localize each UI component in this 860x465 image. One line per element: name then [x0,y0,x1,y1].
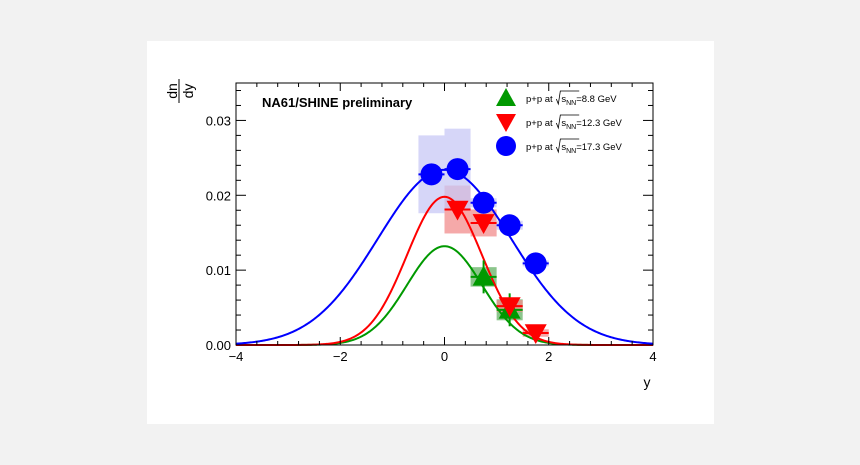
data-point [446,158,469,181]
data-point [524,252,547,275]
y-tick-label: 0.02 [206,188,231,203]
data-point [472,214,495,234]
y-axis-label-numerator: dn [164,83,180,99]
data-point [472,191,495,214]
fit-curve [236,245,653,346]
data-point [420,163,443,186]
legend-entry: p+p at sNN=17.3 GeV [496,136,623,156]
data-point [446,200,469,221]
legend-marker [496,136,516,156]
data-points [418,158,549,345]
x-tick-label: 4 [649,349,656,364]
y-tick-label: 0.00 [206,338,231,353]
chart: −4 −2 0 2 4 0.00 0.01 0.02 0.03 NA61/SHINE preli… [164,79,657,390]
legend-entry: p+p at sNN=12.3 GeV [496,114,623,132]
data-point [498,297,521,318]
x-tick-label: 0 [441,349,448,364]
fit-curves [235,168,654,346]
plot-area: −4 −2 0 2 4 0.00 0.01 0.02 0.03 [206,82,657,364]
legend-entry: p+p at sNN=8.8 GeV [496,88,617,107]
axis-ticks: −4 −2 0 2 4 0.00 0.01 0.02 0.03 [206,83,657,364]
y-tick-label: 0.01 [206,263,231,278]
y-axis-label-denominator: dy [180,84,196,99]
legend-label: p+p at sNN=17.3 GeV [526,142,623,155]
sqrt-symbol [555,90,580,106]
data-point [472,265,495,286]
y-tick-label: 0.03 [206,113,231,128]
x-tick-label: −2 [333,349,348,364]
legend-label: p+p at sNN=12.3 GeV [526,118,623,131]
x-tick-label: −4 [229,349,244,364]
sqrt-symbol [555,114,580,130]
legend: p+p at sNN=8.8 GeV p+p at sNN=12.3 GeV p+p… [496,88,623,156]
data-point [524,324,547,345]
legend-label: p+p at sNN=8.8 GeV [526,94,617,107]
data-point [498,214,521,237]
legend-marker [496,114,516,132]
sqrt-symbol [555,138,580,154]
chart-title: NA61/SHINE preliminary [262,95,413,110]
x-tick-label: 2 [545,349,552,364]
x-axis-label: y [644,374,651,390]
y-axis-label: dn dy [164,79,196,103]
figure-panel: −4 −2 0 2 4 0.00 0.01 0.02 0.03 NA61/SHINE preli… [147,41,714,424]
legend-marker [496,88,516,106]
